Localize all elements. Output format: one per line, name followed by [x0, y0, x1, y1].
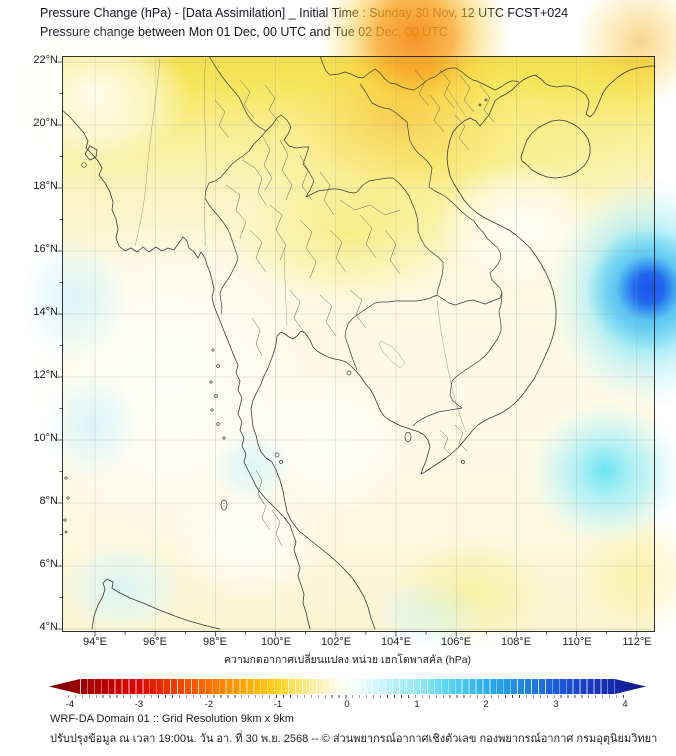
lon-label-96e: 96°E — [143, 636, 167, 648]
lat-label-12n: 12°N — [33, 369, 58, 381]
colorbar-tick-neg1: -1 — [273, 699, 283, 710]
lon-label-106e: 106°E — [440, 636, 472, 648]
colorbar-title: ความกดอากาศเปลี่ยนแปลง หน่วย เฮกโตพาสคัล… — [223, 654, 472, 666]
lon-label-94e: 94°E — [83, 636, 107, 648]
lat-label-10n: 10°N — [33, 432, 58, 444]
lat-label-8n: 8°N — [39, 495, 58, 507]
lon-label-102e: 102°E — [320, 636, 352, 648]
domain-info: WRF-DA Domain 01 :: Grid Resolution 9km … — [50, 713, 294, 725]
colorbar-tick-neg4: -4 — [65, 699, 75, 710]
lat-label-22n: 22°N — [33, 54, 58, 66]
lat-label-4n: 4°N — [39, 621, 58, 633]
lon-label-100e: 100°E — [260, 636, 292, 648]
lat-label-6n: 6°N — [39, 558, 58, 570]
islands — [63, 98, 488, 534]
colorbar — [49, 679, 646, 694]
lat-label-14n: 14°N — [33, 306, 58, 318]
colorbar-tick-neg2: -2 — [204, 699, 214, 710]
lon-label-104e: 104°E — [380, 636, 412, 648]
pressure-change-map — [0, 0, 676, 650]
colorbar-tick-3: 3 — [553, 699, 559, 710]
colorbar-tick-4: 4 — [622, 699, 628, 710]
colorbar-tick-neg3: -3 — [134, 699, 144, 710]
country-borders — [204, 55, 520, 427]
lat-label-16n: 16°N — [33, 243, 58, 255]
rivers — [134, 57, 467, 433]
lon-label-98e: 98°E — [203, 636, 227, 648]
update-credit: ปรับปรุงข้อมูล ณ เวลา 19:00น. วัน อา. ที… — [50, 733, 658, 745]
coastlines — [61, 65, 656, 630]
axis-ticks — [57, 61, 638, 637]
map-frame — [62, 56, 655, 632]
colorbar-segments — [80, 679, 615, 694]
lon-label-110e: 110°E — [562, 636, 592, 648]
colorbar-tick-2: 2 — [483, 699, 489, 710]
province-borders — [214, 69, 495, 547]
lat-label-20n: 20°N — [33, 117, 58, 129]
lat-label-18n: 18°N — [33, 180, 58, 192]
lon-label-112e: 112°E — [622, 636, 652, 648]
pressure-field — [0, 0, 676, 650]
colorbar-ticks — [68, 695, 630, 698]
colorbar-tick-1: 1 — [414, 699, 420, 710]
lon-label-108e: 108°E — [500, 636, 532, 648]
colorbar-tick-0: 0 — [344, 699, 350, 710]
